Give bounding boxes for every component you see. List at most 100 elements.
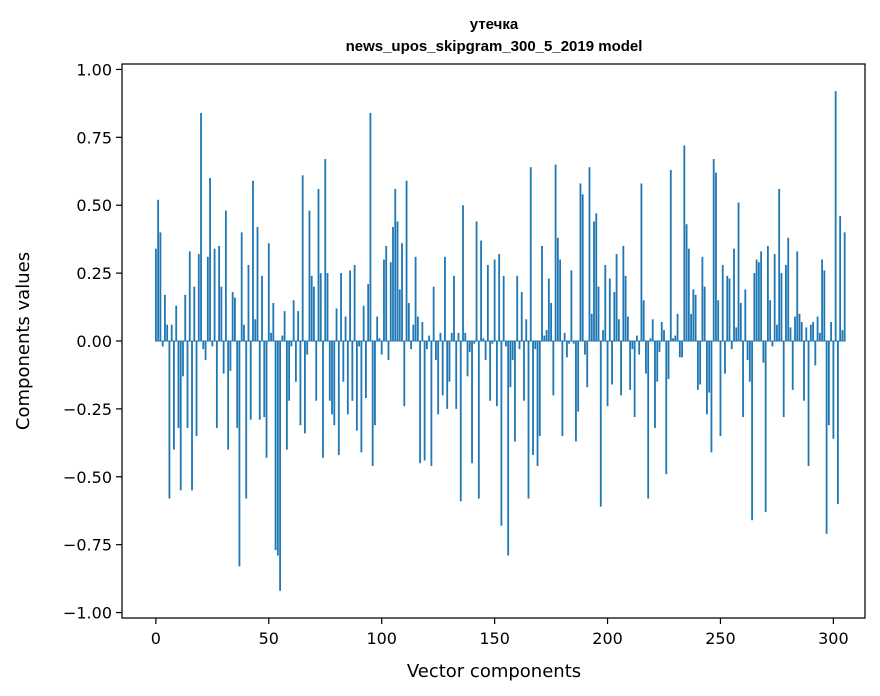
bar [468,341,471,352]
bar [516,275,519,341]
x-tick-label: 100 [366,629,397,648]
bar [597,286,600,341]
bar [518,341,521,350]
bar [365,341,367,399]
bar [380,341,383,355]
bar [563,332,566,341]
bar [322,341,324,458]
bar [324,159,327,341]
bar [428,335,431,341]
bar [272,302,275,341]
bar [613,292,616,341]
bar [439,332,442,341]
bar [222,341,225,374]
bar [715,172,717,341]
chart-title-line2: news_upos_skipgram_300_5_2019 model [346,38,643,55]
bar [376,316,379,341]
bar [378,338,381,341]
bar [672,338,674,341]
bar [489,341,492,401]
bar [401,243,403,341]
bar [818,332,821,341]
x-tick-label: 50 [259,629,279,648]
y-axis-ticks: 1.00 0.75 0.50 0.25 0.00 −0.25 −0.50 −0.75 −1.00 [63,60,122,623]
bar [462,205,464,341]
bar [224,210,227,341]
bar [787,237,790,341]
bar [577,341,580,412]
bar [344,316,347,341]
bar [360,341,363,453]
bar [642,300,645,341]
bar [448,341,451,382]
bar [800,321,803,341]
bar [326,273,329,341]
bar [843,232,846,341]
bar [631,341,634,350]
bar [538,341,541,437]
bar [541,245,543,341]
bar [457,332,460,341]
bar [586,341,589,388]
bar [511,341,514,361]
bar [789,327,792,341]
bar [491,341,494,344]
bar [191,341,193,491]
bar [358,341,361,347]
bar [507,341,510,556]
bar [290,341,293,347]
bar [581,194,584,341]
bar [274,341,277,551]
bar [534,341,537,350]
bar [751,341,753,521]
bar [830,321,833,341]
bar [660,321,663,341]
bar [649,338,652,341]
bar [696,341,699,390]
bar [622,245,625,341]
bar [500,341,503,526]
bar [665,341,668,475]
bar [798,313,801,341]
y-tick-label: −0.75 [63,536,112,555]
bar [464,332,467,341]
bar [645,341,647,374]
bar [606,341,609,407]
bar [186,341,189,428]
bar [243,324,245,341]
bar [331,341,333,415]
bar [473,341,476,344]
bar [412,324,415,341]
bar [211,341,214,347]
bar [161,341,164,347]
bar [362,305,365,341]
bar [299,341,302,426]
bar [807,341,810,466]
bar [674,335,677,341]
bar [444,256,446,341]
bar [712,159,715,341]
bar [315,341,318,401]
bar [328,341,331,401]
bar [773,254,776,341]
bar [701,256,704,341]
bar [495,341,498,407]
bar [620,341,622,396]
bar [398,289,401,341]
bar [841,330,844,341]
bar [690,313,693,341]
bar [184,294,187,341]
bar [687,248,690,341]
bar [206,256,209,341]
bar [371,341,374,466]
bar [681,341,683,358]
bar [514,341,516,442]
bar [771,341,774,347]
bar [821,259,823,341]
bar [157,199,160,341]
bar [733,248,735,341]
x-tick-label: 200 [592,629,623,648]
bar [258,341,261,420]
y-tick-label: 0.50 [76,196,112,215]
y-tick-label: 0.00 [76,332,112,351]
